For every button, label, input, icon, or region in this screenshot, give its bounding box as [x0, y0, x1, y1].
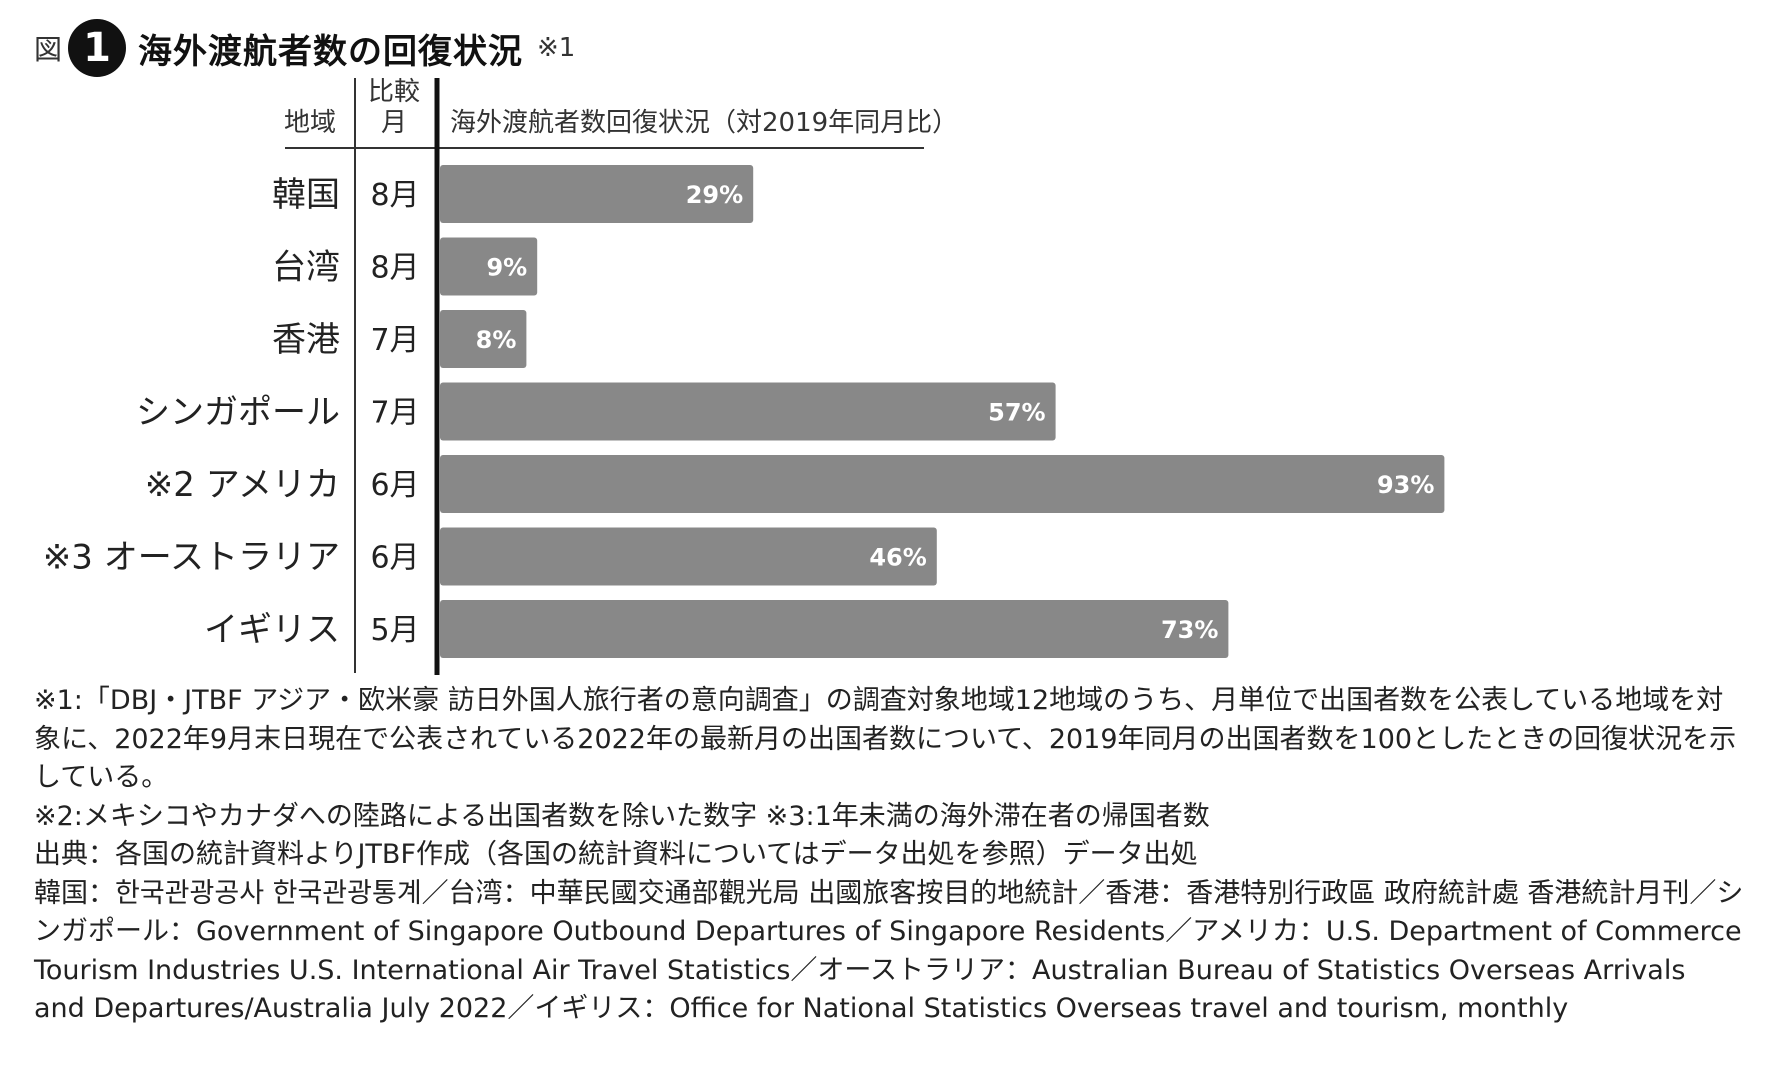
month-label: 6月: [370, 541, 419, 576]
bar: [440, 455, 1445, 513]
header-month-line2: 月: [381, 108, 407, 138]
chart: 地域 比較 月 海外渡航者数回復状況（対2019年同月比） 韓国 8月 29% 台湾 8…: [43, 77, 1445, 675]
bar-value-label: 8%: [476, 326, 517, 354]
bar-value-label: 46%: [869, 544, 926, 572]
region-label: イギリス: [204, 610, 340, 650]
region-label: ※2 アメリカ: [145, 465, 340, 505]
region-label: ※3 オーストラリア: [43, 538, 340, 578]
region-label: シンガポール: [136, 393, 340, 433]
bar: [440, 600, 1229, 658]
footnotes: ※1:「DBJ・JTBF アジア・欧米豪 訪日外国人旅行者の意向調査」の調査対象…: [34, 682, 1744, 1029]
month-label: 7月: [370, 396, 419, 431]
figure-prefix: 図: [34, 33, 63, 66]
header-value: 海外渡航者数回復状況（対2019年同月比）: [450, 108, 958, 138]
bar-value-label: 93%: [1377, 471, 1434, 499]
chart-title: 海外渡航者数の回復状況: [138, 31, 524, 72]
bar-value-label: 29%: [686, 181, 743, 209]
month-label: 8月: [370, 178, 419, 213]
month-label: 7月: [370, 323, 419, 358]
bar-value-label: 73%: [1161, 616, 1218, 644]
bar: [440, 165, 754, 223]
bar: [440, 310, 527, 368]
title-row: 図 1 海外渡航者数の回復状況 ※1: [34, 18, 575, 78]
region-label: 香港: [272, 320, 340, 360]
region-label: 韓国: [272, 175, 340, 215]
footnote-2-3: ※2:メキシコやカナダへの陸路による出国者数を除いた数字 ※3:1年未満の海外滞…: [34, 800, 1210, 832]
month-label: 8月: [370, 251, 419, 286]
source-detail: 韓国：한국관광공사 한국관광통계／台湾：中華民國交通部觀光局 出國旅客按目的地統…: [34, 877, 1744, 1025]
source-line: 出典：各国の統計資料よりJTBF作成（各国の統計資料についてはデータ出処を参照）…: [34, 839, 1198, 870]
bar: [440, 527, 937, 586]
title-note: ※1: [537, 33, 576, 63]
header-region: 地域: [284, 108, 336, 138]
month-label: 5月: [370, 613, 419, 648]
bar: [440, 382, 1056, 441]
region-label: 台湾: [272, 248, 340, 288]
bar: [440, 237, 538, 296]
bar-value-label: 57%: [988, 399, 1045, 427]
footnote-1: ※1:「DBJ・JTBF アジア・欧米豪 訪日外国人旅行者の意向調査」の調査対象…: [34, 685, 1737, 793]
month-label: 6月: [370, 468, 419, 503]
bar-value-label: 9%: [486, 254, 527, 282]
header-month-line1: 比較: [368, 77, 420, 107]
figure-number-badge: 1: [68, 19, 127, 77]
